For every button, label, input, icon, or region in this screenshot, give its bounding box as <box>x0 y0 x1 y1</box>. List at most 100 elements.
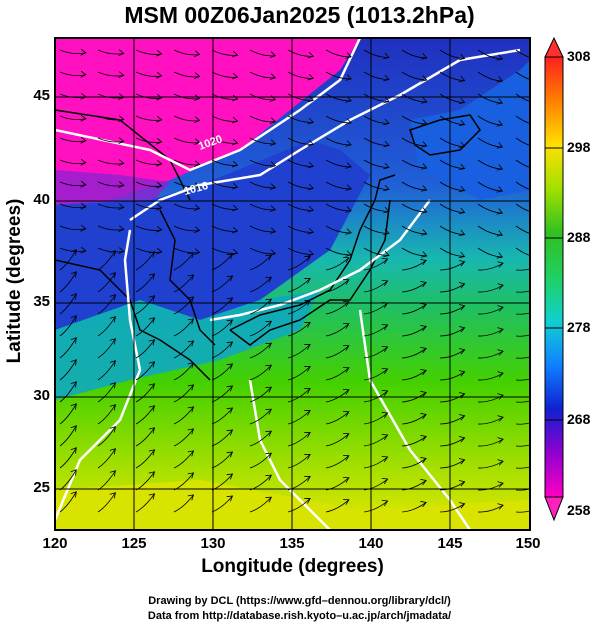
streamline-arrowhead <box>458 414 466 421</box>
streamline <box>325 411 350 425</box>
streamline-arrowhead <box>343 301 350 307</box>
streamline <box>439 283 465 293</box>
streamline <box>249 71 276 79</box>
streamline <box>325 137 352 146</box>
streamline-arrowhead <box>381 412 389 419</box>
streamline <box>59 115 86 120</box>
streamline-arrowhead <box>345 74 352 81</box>
streamline <box>249 276 272 293</box>
streamline <box>287 137 314 145</box>
streamline <box>401 458 427 469</box>
streamline-arrowhead <box>148 361 156 368</box>
streamline <box>135 203 162 209</box>
streamline-arrowhead <box>269 183 277 190</box>
streamline-arrowhead <box>70 447 77 454</box>
streamline-arrowhead <box>118 181 125 189</box>
streamline <box>173 296 194 315</box>
streamline <box>211 275 233 293</box>
streamline <box>249 203 276 211</box>
streamline-arrowhead <box>187 296 195 303</box>
streamline <box>249 225 276 233</box>
streamline <box>363 225 389 234</box>
streamline-arrowhead <box>307 205 314 213</box>
streamline <box>135 49 162 55</box>
streamline-arrowhead <box>226 363 234 370</box>
streamline <box>173 181 200 188</box>
streamline <box>59 447 77 469</box>
streamline-arrowhead <box>156 115 163 123</box>
streamline-arrowhead <box>458 229 466 237</box>
streamline <box>249 49 276 57</box>
streamline <box>363 181 389 190</box>
streamline <box>439 261 465 271</box>
streamline-arrowhead <box>226 473 234 480</box>
streamline-arrowhead <box>304 255 311 262</box>
streamline-arrowhead <box>269 227 277 234</box>
streamline <box>97 137 124 143</box>
streamline <box>401 392 427 403</box>
streamline <box>401 159 427 169</box>
streamline-arrowhead <box>156 49 163 57</box>
streamline <box>249 181 276 189</box>
streamline-arrowhead <box>226 385 234 392</box>
isobar-1020 <box>55 38 362 172</box>
streamline-arrowhead <box>420 251 428 258</box>
streamline-arrowhead <box>345 52 352 59</box>
credit-data: Data from http://database.rish.kyoto–u.a… <box>147 610 452 622</box>
streamline <box>249 430 272 447</box>
streamline <box>515 247 530 256</box>
streamline-arrowhead <box>458 53 466 61</box>
streamline-arrowhead <box>420 325 427 332</box>
streamline-arrowhead <box>118 225 125 233</box>
streamline <box>515 137 530 146</box>
streamline-arrowhead <box>458 326 466 333</box>
streamline <box>363 346 388 359</box>
streamline-arrowhead <box>70 271 77 278</box>
x-tick-135: 135 <box>279 535 305 552</box>
streamline-arrowhead <box>536 285 542 291</box>
streamline-arrowhead <box>80 48 87 56</box>
streamline <box>515 334 530 337</box>
streamline-arrowhead <box>497 415 504 422</box>
streamline <box>439 481 465 491</box>
streamline-arrowhead <box>383 184 390 192</box>
streamline-arrowhead <box>343 389 350 395</box>
streamline <box>515 159 530 168</box>
streamline-arrowhead <box>383 228 390 236</box>
streamline-arrowhead <box>381 478 389 485</box>
streamline-arrowhead <box>534 77 540 83</box>
streamline-arrowhead <box>496 98 504 105</box>
streamline <box>287 410 311 425</box>
streamline <box>97 115 124 121</box>
streamline <box>401 49 427 59</box>
streamline-arrowhead <box>497 349 504 356</box>
streamline <box>97 93 124 99</box>
streamline <box>287 49 314 57</box>
streamline-arrowhead <box>304 343 311 350</box>
streamline-arrowhead <box>383 162 390 170</box>
streamline-arrowhead <box>497 261 504 268</box>
streamline <box>401 282 427 293</box>
streamline <box>439 327 465 337</box>
streamline <box>211 159 238 166</box>
honshu-coastline <box>229 174 396 331</box>
streamline <box>477 93 503 104</box>
streamline <box>477 372 504 381</box>
colorbar-min-arrow <box>544 496 564 522</box>
streamline-arrowhead <box>231 94 239 102</box>
streamline-arrowhead <box>269 117 277 124</box>
streamline <box>515 312 530 315</box>
streamline-arrowhead <box>148 295 156 302</box>
y-tick-35: 35 <box>33 293 50 310</box>
streamline <box>173 494 194 513</box>
streamline <box>59 159 86 164</box>
streamline <box>59 337 77 359</box>
streamline-arrowhead <box>187 472 195 479</box>
streamline <box>287 159 314 167</box>
streamline-arrowhead <box>345 228 352 235</box>
streamline <box>249 342 272 359</box>
streamline-arrowhead <box>307 183 314 191</box>
streamline <box>135 317 155 337</box>
streamline <box>363 434 388 447</box>
streamline <box>325 93 352 102</box>
